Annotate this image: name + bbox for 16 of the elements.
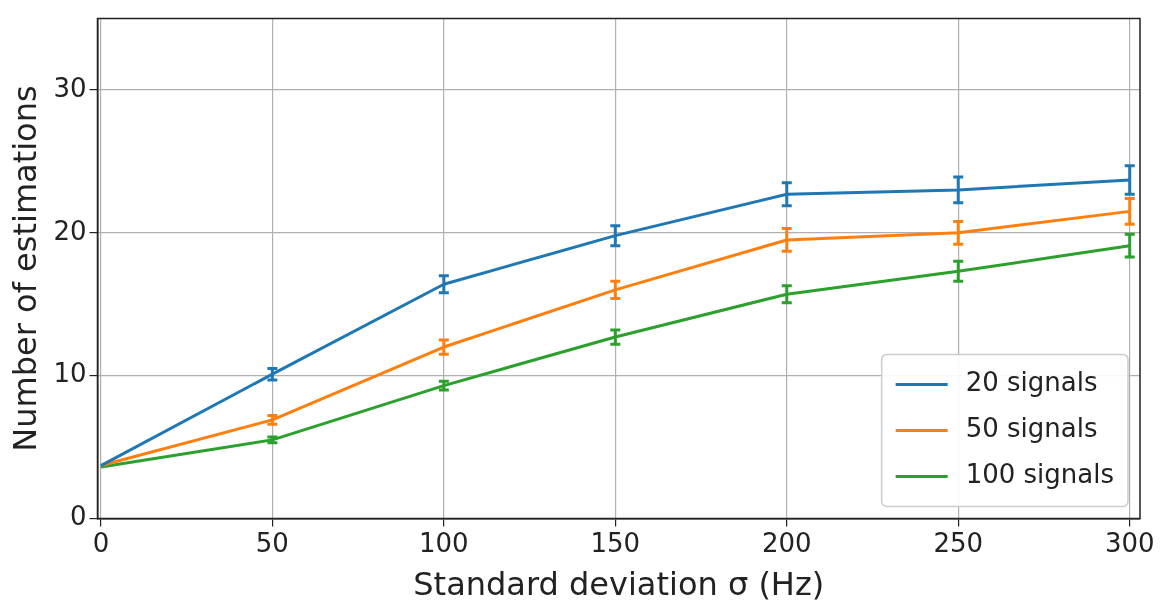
x-tick-label: 50 [255,527,289,558]
x-axis-title: Standard deviation σ (Hz) [413,565,825,604]
x-tick-label: 0 [92,527,110,558]
legend-label: 20 signals [965,367,1098,398]
y-tick-label: 30 [53,72,87,103]
legend-label: 100 signals [965,459,1115,490]
y-tick-label: 10 [53,358,87,389]
y-axis-title: Number of estimations [5,85,44,452]
y-tick-label: 20 [53,215,87,246]
x-tick-label: 150 [590,527,641,558]
x-tick-label: 250 [933,527,984,558]
y-tick-label: 0 [69,501,87,532]
x-tick-label: 200 [761,527,812,558]
x-tick-label: 300 [1104,527,1155,558]
legend-label: 50 signals [965,413,1098,444]
x-tick-label: 100 [419,527,469,558]
